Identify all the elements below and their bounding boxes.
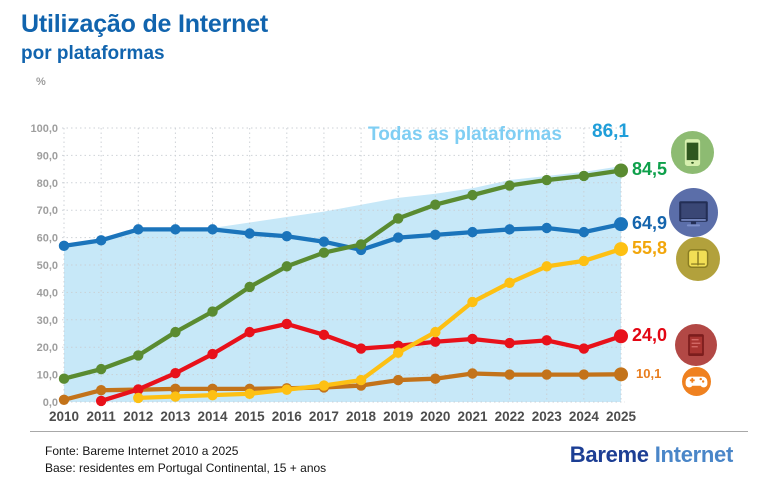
series-line-ereader (133, 242, 628, 404)
computer-icon (669, 188, 718, 237)
svg-text:2025: 2025 (606, 409, 637, 424)
svg-text:10,0: 10,0 (37, 370, 58, 382)
svg-text:2024: 2024 (569, 409, 600, 424)
svg-text:2013: 2013 (160, 409, 191, 424)
svg-text:30,0: 30,0 (37, 315, 58, 327)
x-axis-year-labels: 2010 2011 2012 2013 2014 2015 2016 2017 2018 2019… (49, 409, 637, 424)
svg-text:2022: 2022 (495, 409, 525, 424)
svg-text:0,0: 0,0 (43, 397, 58, 409)
svg-text:2011: 2011 (86, 409, 116, 424)
series-line-tablet (95, 318, 628, 407)
svg-text:2019: 2019 (383, 409, 413, 424)
svg-text:2023: 2023 (532, 409, 563, 424)
svg-text:60,0: 60,0 (37, 233, 58, 245)
svg-text:20,0: 20,0 (37, 342, 58, 354)
tablet-icon (675, 324, 717, 366)
gamepad-icon (682, 367, 711, 396)
series-line-computer (58, 217, 628, 256)
logo-text-bareme: Bareme (569, 442, 649, 467)
logo-text-internet: Internet (654, 442, 734, 467)
series-line-smartphone (58, 163, 628, 384)
smartphone-icon (671, 131, 714, 174)
area-series-label: Todas as plataformas (368, 124, 562, 145)
footer-divider (30, 431, 748, 432)
svg-text:2012: 2012 (123, 409, 153, 424)
svg-text:2014: 2014 (198, 409, 229, 424)
smartphone-series-value-label: 84,5 (632, 159, 668, 179)
ereader-series-value-label: 55,8 (632, 238, 668, 258)
page-subtitle: por plataformas (21, 43, 165, 64)
svg-text:2010: 2010 (49, 409, 79, 424)
svg-text:90,0: 90,0 (37, 150, 58, 162)
ereader-icon (676, 237, 720, 281)
bareme-internet-logo: Bareme Internet (569, 442, 734, 468)
svg-text:2017: 2017 (309, 409, 339, 424)
gamepad-series-value-label: 10,1 (636, 366, 662, 381)
svg-text:70,0: 70,0 (37, 205, 58, 217)
gridlines (62, 127, 625, 403)
svg-text:2016: 2016 (272, 409, 303, 424)
svg-text:50,0: 50,0 (37, 260, 58, 272)
page-title: Utilização de Internet (21, 10, 269, 38)
svg-text:80,0: 80,0 (37, 178, 58, 190)
area-todas-as-plataformas (64, 166, 621, 402)
svg-text:2015: 2015 (235, 409, 266, 424)
svg-text:100,0: 100,0 (30, 123, 58, 135)
svg-text:2021: 2021 (457, 409, 488, 424)
computer-series-value-label: 64,9 (632, 213, 668, 233)
svg-text:2018: 2018 (346, 409, 377, 424)
svg-text:2020: 2020 (420, 409, 450, 424)
tablet-series-value-label: 24,0 (632, 325, 668, 345)
y-axis-tick-labels: 0,0 10,0 20,0 30,0 40,0 50,0 60,0 70,0 80,0 90,0 1… (30, 123, 58, 409)
source-note: Fonte: Bareme Internet 2010 a 2025 (45, 444, 239, 458)
svg-text:40,0: 40,0 (37, 287, 58, 299)
area-series-value-label: 86,1 (592, 121, 629, 142)
base-note: Base: residentes em Portugal Continental… (45, 461, 327, 475)
y-axis-unit-label: % (36, 76, 46, 88)
